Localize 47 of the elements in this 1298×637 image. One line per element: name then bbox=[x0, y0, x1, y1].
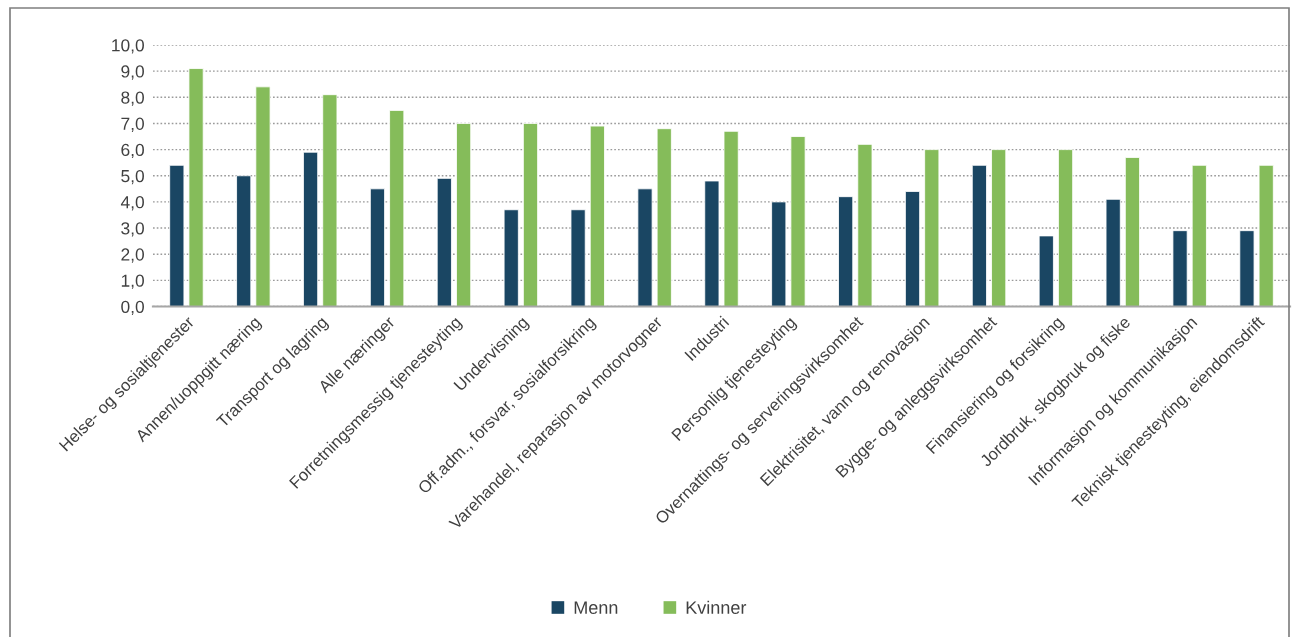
bar bbox=[303, 151, 319, 307]
bar bbox=[838, 196, 854, 307]
bar bbox=[637, 188, 653, 307]
legend-label: Kvinner bbox=[686, 600, 747, 614]
bar bbox=[1172, 230, 1188, 307]
y-tick-label: 6,0 bbox=[121, 143, 144, 159]
bar bbox=[704, 180, 720, 307]
bar bbox=[255, 86, 271, 307]
bar bbox=[723, 130, 739, 307]
bar bbox=[656, 128, 672, 307]
y-tick-label: 1,0 bbox=[121, 274, 144, 289]
bar bbox=[369, 188, 385, 307]
bar bbox=[1191, 164, 1207, 307]
bar bbox=[389, 109, 405, 307]
bar bbox=[522, 123, 539, 307]
y-tick-label: 7,0 bbox=[121, 117, 144, 132]
bar bbox=[991, 149, 1007, 307]
y-tick-label: 2,0 bbox=[121, 248, 144, 263]
y-tick-label: 8,0 bbox=[121, 91, 144, 106]
bar bbox=[188, 68, 204, 307]
bar bbox=[790, 136, 806, 307]
bar bbox=[1058, 149, 1074, 307]
bar bbox=[1239, 230, 1255, 307]
bar bbox=[771, 201, 787, 307]
bar bbox=[169, 164, 185, 307]
legend-label: Menn bbox=[574, 601, 618, 614]
bar bbox=[236, 175, 252, 307]
bar bbox=[1124, 157, 1140, 307]
y-tick-label: 9,0 bbox=[121, 65, 144, 80]
bar bbox=[1038, 235, 1054, 307]
y-tick-label: 4,0 bbox=[120, 196, 144, 211]
bar bbox=[570, 209, 586, 307]
bar bbox=[1258, 164, 1274, 307]
bar bbox=[503, 209, 519, 307]
y-tick-label: 5,0 bbox=[121, 169, 144, 185]
y-tick-label: 3,0 bbox=[121, 222, 144, 237]
bar bbox=[857, 143, 873, 307]
bar bbox=[971, 164, 987, 307]
bar bbox=[589, 125, 605, 307]
y-tick-label: 0,0 bbox=[121, 300, 144, 316]
y-tick-label: 10,0 bbox=[112, 39, 144, 54]
bar bbox=[904, 191, 921, 307]
bar bbox=[1105, 198, 1121, 307]
bar bbox=[436, 177, 452, 307]
bar bbox=[322, 94, 338, 307]
bar bbox=[456, 123, 472, 307]
bar bbox=[924, 149, 940, 307]
